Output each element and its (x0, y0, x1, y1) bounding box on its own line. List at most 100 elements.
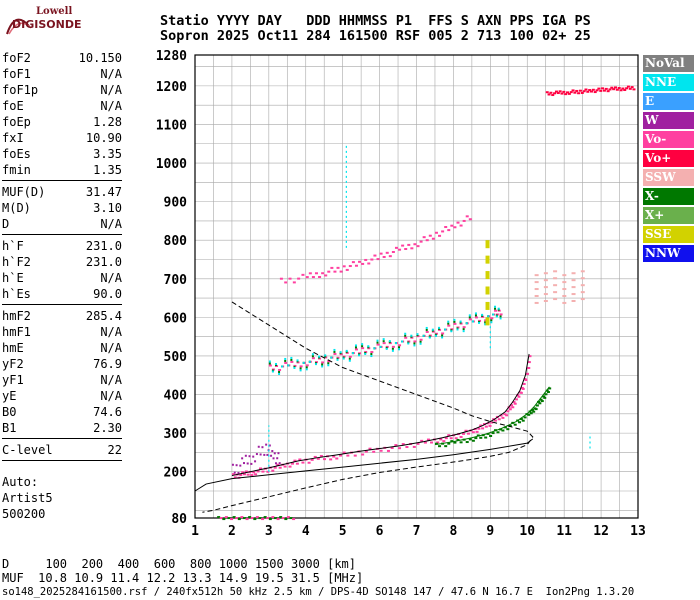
digisonde-logo (6, 18, 32, 35)
o-trace-mark (511, 406, 515, 409)
second-hop-nne-mark (468, 314, 471, 317)
param-value: N/A (100, 271, 122, 285)
x-trace-mark (496, 431, 500, 434)
param-value: 231.0 (85, 255, 122, 269)
third-hop-mark (453, 226, 457, 229)
o-trace-mark (313, 455, 317, 458)
second-hop-nne-mark (407, 342, 410, 345)
es-bottom-mark (271, 516, 275, 519)
second-hop-nne-mark (336, 358, 339, 361)
third-hop-mark (333, 270, 337, 273)
x-trace-mark (503, 426, 507, 429)
sse-streak-mark (485, 317, 490, 326)
x-trace-mark (545, 389, 549, 392)
x-trace-mark (532, 410, 536, 413)
upper-trace-mark (606, 90, 610, 93)
o-trace-mark (332, 455, 336, 458)
param-value: N/A (100, 389, 122, 403)
o-trace-mark (241, 471, 245, 474)
third-hop-mark (413, 243, 417, 246)
second-hop-nne-mark (274, 362, 277, 365)
o-trace-mark (379, 449, 383, 452)
o-trace-mark (319, 454, 323, 457)
o-trace-mark (514, 398, 518, 401)
upper-trace-mark (632, 88, 636, 91)
third-hop-mark (348, 265, 352, 268)
second-hop-x-mark (361, 345, 364, 348)
second-hop-nne-mark (284, 357, 287, 360)
x-trace-mark (537, 400, 541, 403)
y-tick-label: 600 (164, 311, 188, 326)
param-row: h`F2 231.0 (2, 254, 122, 270)
x-trace-mark (508, 425, 512, 428)
third-hop-mark (379, 252, 383, 255)
third-hop-mark (382, 255, 386, 258)
second-hop-mark (284, 361, 288, 364)
true-height-profile-curve (194, 438, 534, 492)
third-hop-mark (305, 276, 309, 279)
second-hop-nne-mark (324, 354, 327, 357)
upper-trace-mark (549, 91, 553, 94)
legend-item: Vo+ (643, 150, 694, 167)
x-tick-label: 9 (486, 524, 494, 539)
header-line2: Sopron 2025 Oct11 284 161500 RSF 005 2 7… (160, 28, 591, 44)
third-hop-mark (339, 270, 343, 273)
second-hop-nne-mark (361, 343, 364, 346)
legend-item: E (643, 93, 694, 110)
o-trace-mark (528, 355, 532, 358)
second-hop-nne-mark (342, 357, 345, 360)
density-profile-curve (202, 301, 534, 513)
o-trace-mark (462, 432, 466, 435)
param-row: foEs 3.35 (2, 146, 122, 162)
second-hop-x-mark (419, 340, 422, 343)
second-hop-x-mark (494, 307, 497, 310)
es-trace-mark (274, 462, 277, 465)
o-trace-fit-curve (231, 353, 530, 477)
upper-trace-mark (626, 85, 630, 88)
second-hop-mark (462, 326, 466, 329)
upper-trace-mark (599, 89, 603, 92)
x-trace-mark (434, 442, 438, 445)
second-hop-x-mark (462, 328, 465, 331)
x-trace-mark (527, 413, 531, 416)
ssw-patch-mark (534, 281, 539, 284)
second-hop-mark (268, 364, 272, 367)
x-tick-label: 7 (413, 524, 421, 539)
o-trace-mark (256, 470, 260, 473)
param-value: 231.0 (85, 239, 122, 253)
param-row: fmin 1.35 (2, 162, 122, 178)
second-hop-x-mark (370, 353, 373, 356)
ssw-patch-mark (553, 298, 558, 301)
o-trace-mark (335, 457, 339, 460)
second-hop-nne-mark (456, 328, 459, 331)
o-trace-mark (239, 474, 243, 477)
o-trace-mark (484, 425, 488, 428)
es-bottom-mark (266, 517, 270, 520)
param-name: fmin (2, 163, 31, 177)
second-hop-nne-mark (382, 338, 385, 341)
upper-trace-mark (610, 86, 614, 89)
second-hop-nne-mark (474, 312, 477, 315)
upper-trace-mark (625, 87, 629, 90)
o-trace-mark (524, 379, 528, 382)
second-hop-nne-mark (404, 332, 407, 335)
param-row: MUF(D) 31.47 (2, 184, 122, 200)
o-trace-mark (266, 470, 270, 473)
o-trace-mark (254, 473, 258, 476)
x-trace-mark (546, 391, 550, 394)
second-hop-x-mark (327, 362, 330, 365)
upper-trace-mark (571, 89, 575, 92)
second-hop-nne-mark (419, 342, 422, 345)
upper-trace-mark (591, 88, 595, 91)
x-trace-mark (513, 423, 517, 426)
y-tick-label: 400 (164, 389, 188, 404)
upper-trace-mark (564, 93, 568, 96)
es-bottom-mark (276, 518, 280, 521)
second-hop-x-mark (382, 340, 385, 343)
second-hop-mark (311, 357, 315, 360)
param-name: hmF1 (2, 325, 31, 339)
o-trace-mark (508, 408, 512, 411)
third-hop-mark (419, 240, 423, 243)
param-value: 285.4 (85, 309, 122, 323)
param-name: foF1 (2, 67, 31, 81)
